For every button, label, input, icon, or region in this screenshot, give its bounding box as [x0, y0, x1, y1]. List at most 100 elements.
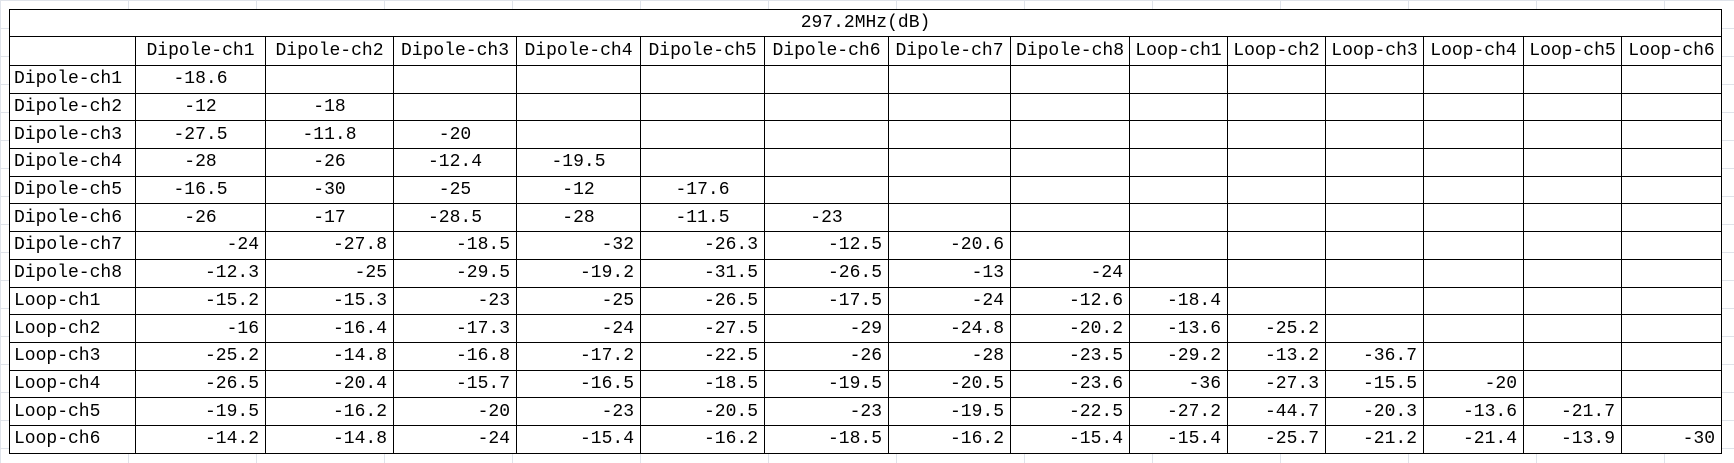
data-cell[interactable]: -20	[1423, 369, 1524, 399]
data-cell[interactable]: -16.2	[640, 424, 765, 454]
data-cell[interactable]: -19.5	[764, 369, 889, 399]
data-cell[interactable]: -26.5	[764, 258, 889, 288]
data-cell[interactable]	[1129, 65, 1228, 94]
data-cell[interactable]	[1523, 369, 1622, 399]
data-cell[interactable]: -19.5	[516, 148, 641, 177]
data-cell[interactable]: -31.5	[640, 258, 765, 288]
data-cell[interactable]: -18.4	[1129, 286, 1228, 316]
data-cell[interactable]: -27.5	[135, 120, 266, 150]
corner-cell[interactable]	[9, 36, 136, 66]
data-cell[interactable]: -27.8	[265, 231, 394, 260]
data-cell[interactable]	[764, 175, 889, 205]
data-cell[interactable]	[1621, 397, 1722, 426]
data-cell[interactable]	[1621, 286, 1722, 316]
data-cell[interactable]	[1325, 258, 1424, 288]
data-cell[interactable]: -28	[888, 341, 1011, 371]
data-cell[interactable]: -12.5	[764, 231, 889, 260]
data-cell[interactable]	[1325, 175, 1424, 205]
data-cell[interactable]	[1325, 231, 1424, 260]
data-cell[interactable]: -15.2	[135, 286, 266, 316]
data-cell[interactable]	[1621, 203, 1722, 233]
data-cell[interactable]: -29.2	[1129, 341, 1228, 371]
data-cell[interactable]	[640, 148, 765, 177]
data-cell[interactable]: -12	[135, 92, 266, 122]
data-cell[interactable]	[1523, 175, 1622, 205]
data-cell[interactable]	[1523, 92, 1622, 122]
data-cell[interactable]	[1523, 258, 1622, 288]
data-cell[interactable]: -23	[393, 286, 517, 316]
data-cell[interactable]: -24	[888, 286, 1011, 316]
data-cell[interactable]: -16.5	[516, 369, 641, 399]
data-cell[interactable]: -25	[265, 258, 394, 288]
data-cell[interactable]	[888, 175, 1011, 205]
data-cell[interactable]	[1523, 286, 1622, 316]
data-cell[interactable]	[1227, 92, 1326, 122]
data-cell[interactable]	[1010, 148, 1130, 177]
column-header[interactable]: Loop-ch3	[1325, 36, 1424, 66]
data-cell[interactable]: -20.4	[265, 369, 394, 399]
data-cell[interactable]	[1621, 175, 1722, 205]
data-cell[interactable]	[888, 65, 1011, 94]
data-cell[interactable]: -32	[516, 231, 641, 260]
data-cell[interactable]: -19.5	[135, 397, 266, 426]
data-cell[interactable]	[1010, 231, 1130, 260]
data-cell[interactable]	[1523, 231, 1622, 260]
column-header[interactable]: Dipole-ch4	[516, 36, 641, 66]
data-cell[interactable]	[888, 203, 1011, 233]
data-cell[interactable]	[1423, 231, 1524, 260]
data-cell[interactable]: -26.5	[135, 369, 266, 399]
row-header[interactable]: Loop-ch3	[9, 341, 136, 371]
data-cell[interactable]	[1325, 92, 1424, 122]
column-header[interactable]: Dipole-ch1	[135, 36, 266, 66]
data-cell[interactable]	[1325, 314, 1424, 343]
data-cell[interactable]: -13	[888, 258, 1011, 288]
column-header[interactable]: Loop-ch6	[1621, 36, 1722, 66]
data-cell[interactable]: -24	[135, 231, 266, 260]
data-cell[interactable]: -23	[764, 397, 889, 426]
data-cell[interactable]: -19.5	[888, 397, 1011, 426]
column-header[interactable]: Dipole-ch2	[265, 36, 394, 66]
data-cell[interactable]: -20	[393, 397, 517, 426]
data-cell[interactable]: -12.6	[1010, 286, 1130, 316]
data-cell[interactable]: -15.4	[1010, 424, 1130, 454]
data-cell[interactable]	[1325, 148, 1424, 177]
column-header[interactable]: Dipole-ch8	[1010, 36, 1130, 66]
row-header[interactable]: Dipole-ch5	[9, 175, 136, 205]
data-cell[interactable]	[764, 65, 889, 94]
data-cell[interactable]: -22.5	[640, 341, 765, 371]
data-cell[interactable]: -12.3	[135, 258, 266, 288]
data-cell[interactable]: -20.6	[888, 231, 1011, 260]
data-cell[interactable]	[393, 65, 517, 94]
data-cell[interactable]: -16.5	[135, 175, 266, 205]
data-cell[interactable]	[265, 65, 394, 94]
data-cell[interactable]: -17.6	[640, 175, 765, 205]
data-cell[interactable]: -14.2	[135, 424, 266, 454]
data-cell[interactable]: -27.3	[1227, 369, 1326, 399]
data-cell[interactable]: -23.6	[1010, 369, 1130, 399]
data-cell[interactable]	[1423, 203, 1524, 233]
row-header[interactable]: Dipole-ch6	[9, 203, 136, 233]
data-cell[interactable]: -19.2	[516, 258, 641, 288]
data-cell[interactable]	[1621, 148, 1722, 177]
data-cell[interactable]	[1227, 65, 1326, 94]
data-cell[interactable]	[1523, 148, 1622, 177]
row-header[interactable]: Dipole-ch4	[9, 148, 136, 177]
data-cell[interactable]	[1010, 120, 1130, 150]
row-header[interactable]: Loop-ch1	[9, 286, 136, 316]
data-cell[interactable]: -15.4	[1129, 424, 1228, 454]
data-cell[interactable]	[393, 92, 517, 122]
data-cell[interactable]	[1227, 148, 1326, 177]
data-cell[interactable]	[1325, 120, 1424, 150]
data-cell[interactable]	[1423, 65, 1524, 94]
data-cell[interactable]: -18	[265, 92, 394, 122]
data-cell[interactable]	[1423, 258, 1524, 288]
data-cell[interactable]: -14.8	[265, 424, 394, 454]
data-cell[interactable]: -18.5	[393, 231, 517, 260]
column-header[interactable]: Dipole-ch5	[640, 36, 765, 66]
data-cell[interactable]	[1010, 175, 1130, 205]
data-cell[interactable]	[1621, 231, 1722, 260]
row-header[interactable]: Dipole-ch7	[9, 231, 136, 260]
data-cell[interactable]: -28	[135, 148, 266, 177]
data-cell[interactable]: -28	[516, 203, 641, 233]
data-cell[interactable]: -29	[764, 314, 889, 343]
